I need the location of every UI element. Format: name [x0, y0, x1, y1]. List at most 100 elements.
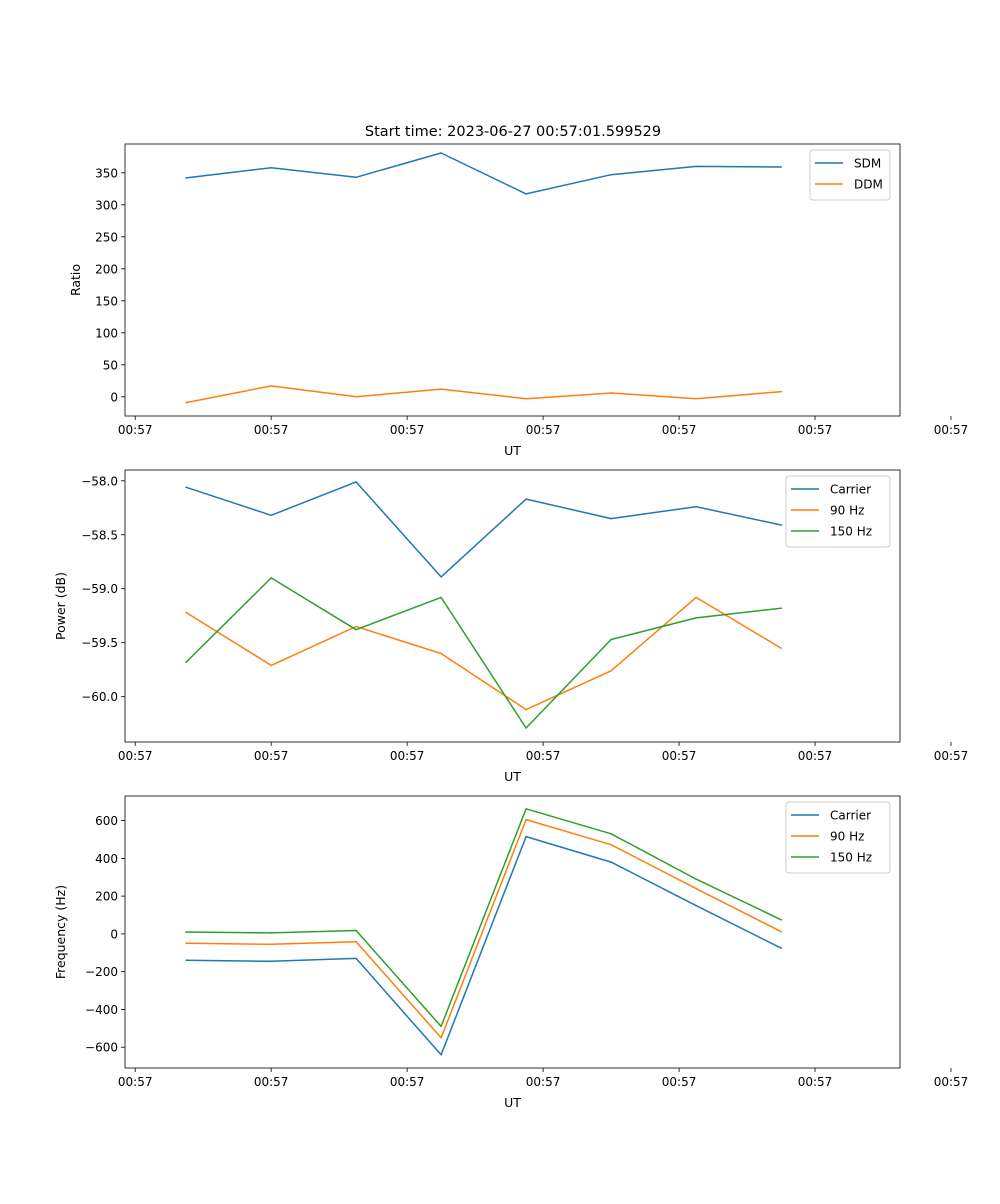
- x-axis-label: UT: [504, 769, 521, 784]
- x-tick-label: 00:57: [526, 749, 561, 763]
- data-point: [440, 596, 442, 599]
- y-tick-label: 100: [95, 326, 118, 340]
- y-tick-label: −58.5: [81, 528, 118, 542]
- legend-label: DDM: [854, 178, 883, 192]
- data-point: [185, 177, 187, 179]
- data-point: [610, 517, 612, 520]
- data-point: [440, 1037, 442, 1039]
- data-point: [355, 176, 357, 179]
- y-tick-label: 150: [95, 294, 118, 308]
- x-tick-label: 00:57: [118, 749, 153, 763]
- x-tick-label: 00:57: [662, 749, 697, 763]
- data-point: [610, 173, 612, 176]
- subplot-2: 00:5700:5700:5700:5700:5700:5700:5700:58…: [53, 469, 968, 784]
- x-tick-label: 00:57: [798, 749, 833, 763]
- x-tick-label: 00:57: [118, 423, 153, 437]
- data-point: [780, 607, 782, 609]
- legend-label: 150 Hz: [830, 525, 872, 539]
- y-tick-label: 600: [95, 814, 118, 828]
- data-point: [610, 833, 612, 835]
- series-line-0: [185, 481, 782, 578]
- series-line-2: [185, 808, 783, 1028]
- data-point: [440, 576, 442, 578]
- x-tick-label: 00:57: [526, 423, 561, 437]
- legend-box: [785, 801, 891, 874]
- x-tick-label: 00:57: [254, 749, 289, 763]
- data-point: [780, 390, 782, 393]
- data-point: [270, 385, 272, 387]
- data-point: [695, 617, 697, 619]
- y-tick-label: −60.0: [81, 690, 118, 704]
- plot-frame: [124, 143, 901, 417]
- data-point: [780, 930, 782, 933]
- data-point: [780, 918, 782, 921]
- data-point: [780, 947, 782, 949]
- legend: Carrier 90 Hz 150 Hz: [785, 801, 891, 874]
- x-tick-label: 00:57: [798, 1075, 833, 1089]
- x-axis-label: UT: [504, 1095, 521, 1110]
- figure-title: Start time: 2023-06-27 00:57:01.599529: [365, 124, 661, 140]
- legend: SDM DDM: [809, 149, 891, 201]
- data-point: [525, 498, 527, 500]
- data-point: [525, 818, 527, 821]
- data-point: [185, 942, 187, 945]
- legend-label: SDM: [854, 157, 881, 171]
- data-point: [355, 628, 357, 631]
- y-axis-label: Power (dB): [53, 572, 68, 640]
- data-point: [270, 664, 272, 667]
- data-point: [610, 861, 612, 863]
- data-point: [695, 505, 697, 508]
- data-point: [525, 397, 527, 400]
- y-tick-label: −59.0: [81, 582, 118, 596]
- data-point: [270, 943, 272, 946]
- x-tick-label: 00:57: [662, 1075, 697, 1089]
- data-point: [440, 1025, 442, 1028]
- data-point: [610, 638, 612, 641]
- series-line-2: [185, 577, 782, 729]
- x-tick-label: 00:57: [934, 1075, 969, 1089]
- data-point: [185, 959, 187, 962]
- y-tick-label: −600: [85, 1041, 118, 1055]
- y-tick-label: −200: [85, 965, 118, 979]
- data-point: [185, 611, 187, 614]
- data-point: [525, 727, 527, 729]
- x-tick-label: 00:57: [934, 423, 969, 437]
- y-tick-label: 0: [110, 927, 118, 941]
- data-point: [525, 835, 527, 838]
- data-point: [440, 1054, 442, 1056]
- data-point: [525, 808, 527, 810]
- data-point: [695, 904, 697, 907]
- data-point: [525, 708, 527, 711]
- data-point: [695, 596, 697, 599]
- data-point: [270, 514, 272, 517]
- y-tick-label: −58.0: [81, 474, 118, 488]
- data-point: [355, 957, 357, 960]
- y-tick-label: 200: [95, 262, 118, 276]
- data-point: [270, 960, 272, 963]
- legend: Carrier 90 Hz 150 Hz: [785, 475, 891, 548]
- y-tick-label: 50: [103, 358, 118, 372]
- x-tick-label: 00:57: [526, 1075, 561, 1089]
- data-point: [780, 524, 782, 526]
- y-tick-label: 350: [95, 166, 118, 180]
- data-point: [610, 392, 612, 394]
- legend-box: [785, 475, 891, 548]
- data-point: [355, 941, 357, 943]
- series-line-0: [185, 152, 782, 195]
- x-tick-label: 00:57: [390, 1075, 425, 1089]
- data-point: [270, 932, 272, 934]
- subplot-1: 00:5700:5700:5700:5700:5700:5700:5700:58…: [68, 143, 969, 458]
- subplot-3: 00:5700:5700:5700:5700:5700:5700:5700:58…: [53, 795, 969, 1110]
- data-point: [185, 486, 187, 489]
- y-tick-label: 300: [95, 198, 118, 212]
- x-tick-label: 00:57: [662, 423, 697, 437]
- data-point: [185, 931, 187, 933]
- series-line-0: [185, 835, 783, 1056]
- legend-label: 150 Hz: [830, 851, 872, 865]
- y-tick-label: 200: [95, 890, 118, 904]
- legend-label: 90 Hz: [830, 504, 864, 518]
- data-point: [355, 625, 357, 628]
- y-tick-label: 250: [95, 230, 118, 244]
